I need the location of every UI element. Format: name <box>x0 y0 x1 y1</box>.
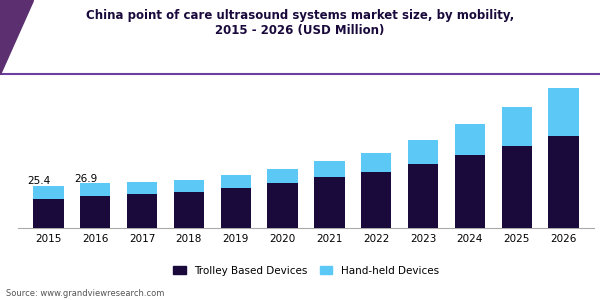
Bar <box>221 175 251 188</box>
Legend: Trolley Based Devices, Hand-held Devices: Trolley Based Devices, Hand-held Devices <box>169 262 443 280</box>
Bar <box>548 88 579 136</box>
Bar <box>408 140 438 164</box>
Bar <box>268 169 298 183</box>
Bar <box>361 172 391 228</box>
Bar <box>268 183 298 228</box>
Bar <box>361 153 391 172</box>
Text: 26.9: 26.9 <box>74 174 97 184</box>
Bar <box>33 186 64 199</box>
Bar <box>80 196 110 228</box>
Bar <box>80 183 110 196</box>
Bar <box>33 199 64 228</box>
Text: 25.4: 25.4 <box>28 176 50 186</box>
Bar <box>455 155 485 228</box>
Bar <box>455 124 485 155</box>
Bar <box>502 107 532 146</box>
Bar <box>548 136 579 228</box>
Bar <box>314 161 344 177</box>
Text: China point of care ultrasound systems market size, by mobility,
2015 - 2026 (US: China point of care ultrasound systems m… <box>86 9 514 37</box>
Bar <box>127 194 157 228</box>
Bar <box>174 192 204 228</box>
Bar <box>127 182 157 194</box>
Bar <box>314 177 344 228</box>
Bar <box>502 146 532 228</box>
Bar <box>174 180 204 192</box>
Text: Source: www.grandviewresearch.com: Source: www.grandviewresearch.com <box>6 290 164 298</box>
Bar <box>221 188 251 228</box>
Bar <box>408 164 438 228</box>
